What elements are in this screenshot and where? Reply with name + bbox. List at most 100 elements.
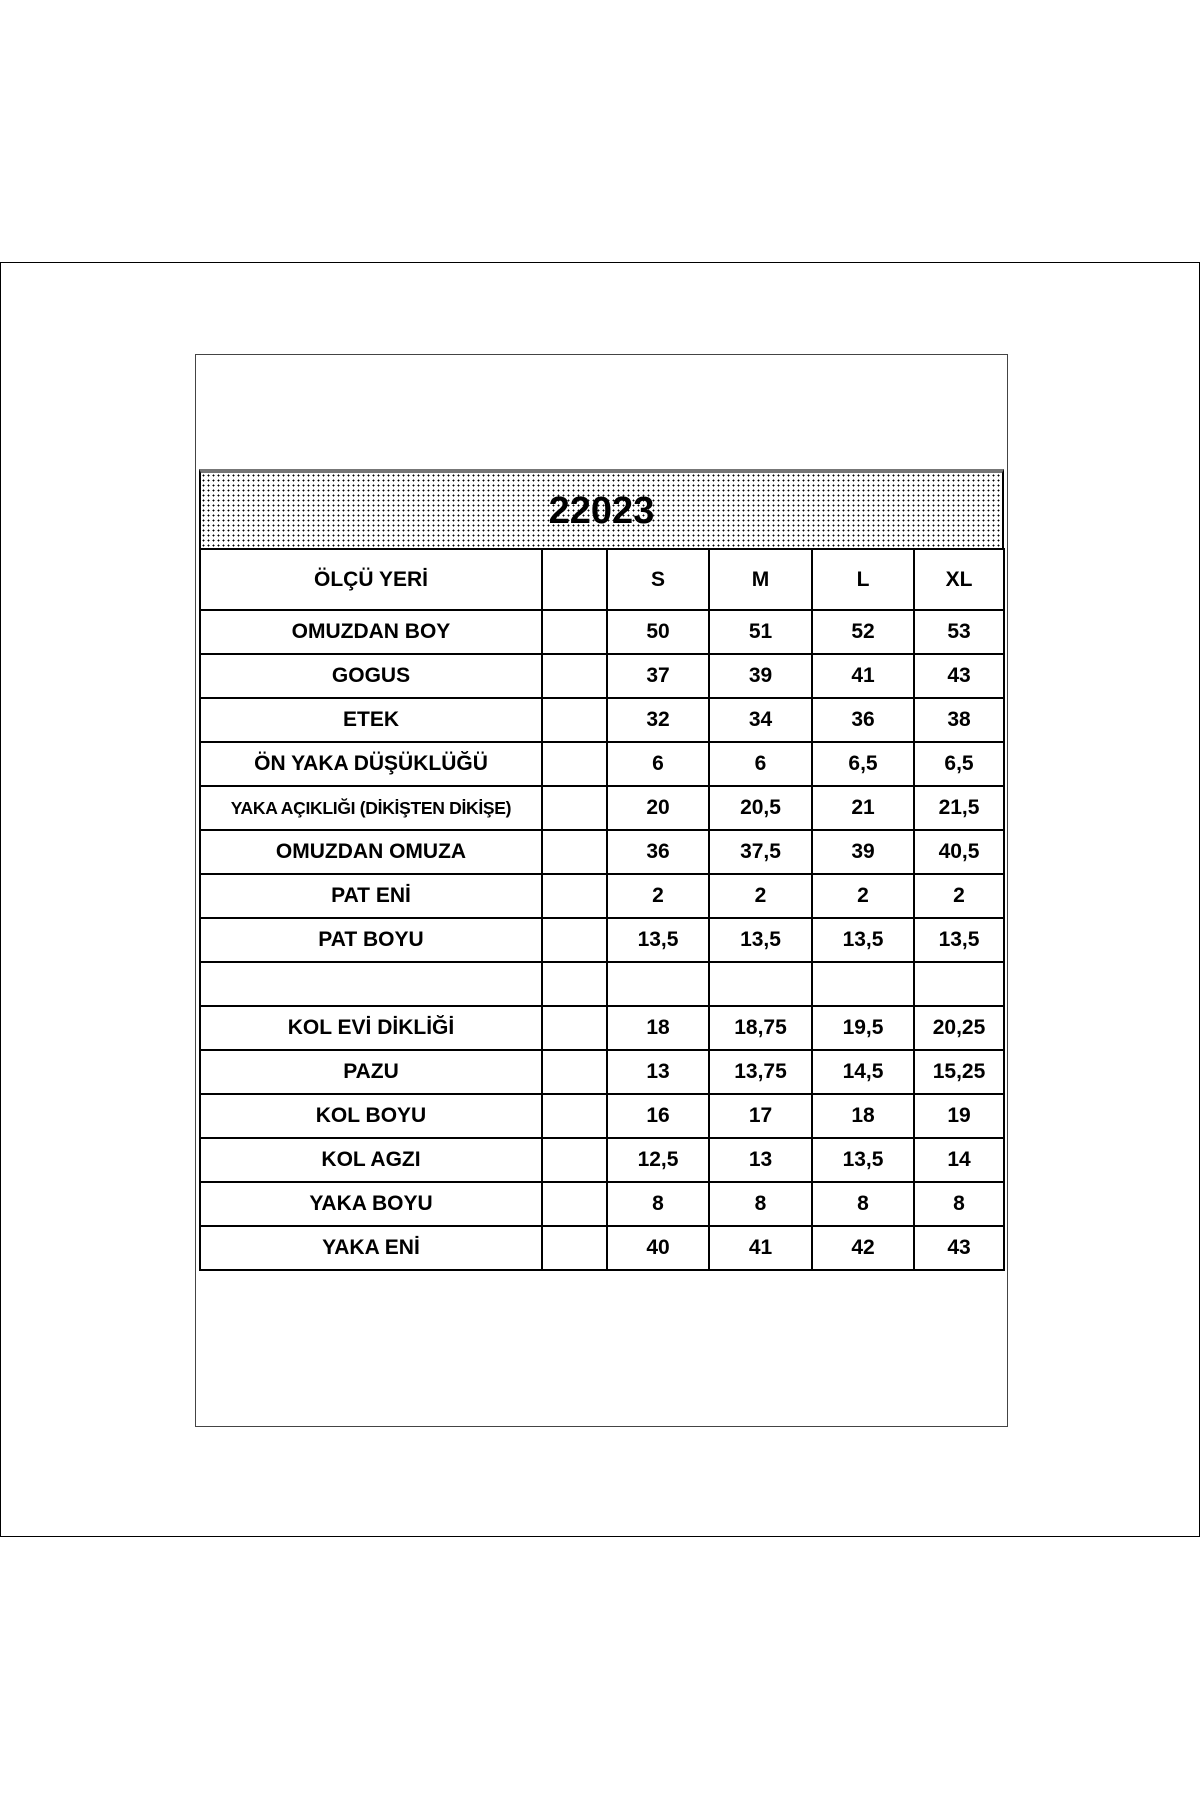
column-header [541,548,608,611]
row-label: PAZU [199,1049,543,1095]
size-value: 8 [606,1181,710,1227]
size-value [708,961,813,1007]
spacer-cell [541,1137,608,1183]
size-value: 38 [913,697,1005,743]
size-value: 52 [811,609,915,655]
size-value: 13,5 [708,917,813,963]
table-row: KOL BOYU 16 17 18 19 [199,1093,1005,1139]
table-row: PAT BOYU 13,5 13,5 13,5 13,5 [199,917,1005,963]
row-label: OMUZDAN OMUZA [199,829,543,875]
row-label: YAKA BOYU [199,1181,543,1227]
title-band: 22023 [199,469,1004,550]
size-value: 6,5 [913,741,1005,787]
size-value: 16 [606,1093,710,1139]
size-value: 20,25 [913,1005,1005,1051]
size-value: 8 [708,1181,813,1227]
size-value: 18 [606,1005,710,1051]
table-row: ÖN YAKA DÜŞÜKLÜĞÜ 6 6 6,5 6,5 [199,741,1005,787]
size-value: 8 [913,1181,1005,1227]
spacer-cell [541,1049,608,1095]
spacer-cell [541,697,608,743]
table-row: PAZU 13 13,75 14,5 15,25 [199,1049,1005,1095]
spacer-cell [541,609,608,655]
spacer-cell [541,653,608,699]
size-value: 13,5 [913,917,1005,963]
header-row: ÖLÇÜ YERİ S M L XL [199,548,1005,611]
size-value: 42 [811,1225,915,1271]
size-value: 19 [913,1093,1005,1139]
column-header: XL [913,548,1005,611]
table-row: YAKA AÇIKLIĞI (DİKİŞTEN DİKİŞE) 20 20,5 21 2… [199,785,1005,831]
size-value: 2 [606,873,710,919]
row-label: KOL EVİ DİKLİĞİ [199,1005,543,1051]
row-label [199,961,543,1007]
table-row [199,961,1005,1007]
column-header: L [811,548,915,611]
size-value: 50 [606,609,710,655]
size-value: 13,5 [811,917,915,963]
column-header: S [606,548,710,611]
size-value: 13,75 [708,1049,813,1095]
size-value: 51 [708,609,813,655]
size-value [811,961,915,1007]
size-value: 32 [606,697,710,743]
column-header: M [708,548,813,611]
spacer-cell [541,741,608,787]
spacer-cell [541,829,608,875]
spacer-cell [541,917,608,963]
size-value: 39 [708,653,813,699]
table-row: YAKA ENİ 40 41 42 43 [199,1225,1005,1271]
size-value: 40 [606,1225,710,1271]
size-value: 37,5 [708,829,813,875]
size-value: 18,75 [708,1005,813,1051]
size-value: 12,5 [606,1137,710,1183]
row-label: PAT BOYU [199,917,543,963]
size-value: 6 [708,741,813,787]
table-row: YAKA BOYU 8 8 8 8 [199,1181,1005,1227]
size-value: 2 [811,873,915,919]
spacer-cell [541,785,608,831]
size-value [606,961,710,1007]
size-value: 14 [913,1137,1005,1183]
spacer-cell [541,1005,608,1051]
spacer-cell [541,1225,608,1271]
table-row: KOL AGZI 12,5 13 13,5 14 [199,1137,1005,1183]
row-label: PAT ENİ [199,873,543,919]
spacer-cell [541,1093,608,1139]
size-value: 8 [811,1181,915,1227]
size-value: 43 [913,1225,1005,1271]
size-value: 39 [811,829,915,875]
size-value: 6,5 [811,741,915,787]
row-label: ETEK [199,697,543,743]
size-value: 6 [606,741,710,787]
size-table: ÖLÇÜ YERİ S M L XL OMUZDAN BOY 50 51 52 53 GO… [199,548,1005,1271]
row-label: GOGUS [199,653,543,699]
table-row: GOGUS 37 39 41 43 [199,653,1005,699]
size-value: 15,25 [913,1049,1005,1095]
row-label: KOL BOYU [199,1093,543,1139]
size-value: 21 [811,785,915,831]
table-row: PAT ENİ 2 2 2 2 [199,873,1005,919]
size-value: 41 [708,1225,813,1271]
table-row: KOL EVİ DİKLİĞİ 18 18,75 19,5 20,25 [199,1005,1005,1051]
size-value: 2 [913,873,1005,919]
size-value: 21,5 [913,785,1005,831]
size-value: 36 [606,829,710,875]
size-value: 37 [606,653,710,699]
size-value: 41 [811,653,915,699]
table-row: OMUZDAN OMUZA 36 37,5 39 40,5 [199,829,1005,875]
spacer-cell [541,873,608,919]
column-header: ÖLÇÜ YERİ [199,548,543,611]
size-value: 20,5 [708,785,813,831]
size-value: 36 [811,697,915,743]
size-value: 13,5 [606,917,710,963]
table-row: OMUZDAN BOY 50 51 52 53 [199,609,1005,655]
size-value: 14,5 [811,1049,915,1095]
model-title: 22023 [548,490,655,532]
size-value: 53 [913,609,1005,655]
size-value: 40,5 [913,829,1005,875]
size-value: 34 [708,697,813,743]
row-label: YAKA AÇIKLIĞI (DİKİŞTEN DİKİŞE) [199,785,543,831]
size-value: 13 [708,1137,813,1183]
row-label: OMUZDAN BOY [199,609,543,655]
